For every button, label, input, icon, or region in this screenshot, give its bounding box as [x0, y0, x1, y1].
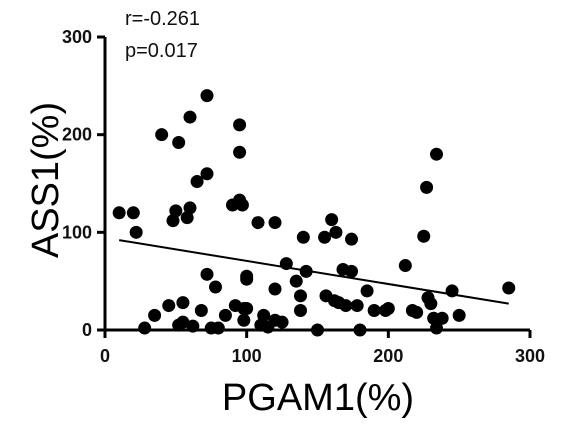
x-tick-label: 0 — [100, 346, 110, 366]
y-tick-label: 200 — [62, 125, 92, 145]
data-point — [257, 308, 271, 322]
data-point — [240, 302, 254, 316]
y-axis-title: ASS1(%) — [25, 102, 67, 258]
data-point — [289, 274, 303, 288]
data-point — [240, 269, 254, 283]
correlation-p-label: p=0.017 — [125, 40, 198, 62]
data-point — [183, 201, 197, 215]
data-point — [211, 321, 225, 335]
data-point — [183, 110, 197, 124]
data-point — [166, 214, 180, 228]
x-axis-title: PGAM1(%) — [222, 377, 414, 419]
data-point — [176, 296, 190, 310]
data-point — [162, 299, 176, 313]
data-point — [218, 308, 232, 322]
data-point — [129, 225, 143, 239]
y-ticks: 0 100 200 300 — [62, 27, 105, 340]
data-point — [251, 216, 265, 230]
data-point — [353, 323, 367, 337]
data-point — [169, 204, 183, 218]
data-point — [200, 167, 214, 181]
x-ticks: 0 100 200 300 — [100, 330, 545, 366]
x-tick-label: 200 — [373, 346, 403, 366]
data-point — [345, 264, 358, 278]
data-point — [237, 313, 251, 327]
data-point — [318, 230, 332, 244]
data-point — [420, 180, 434, 194]
data-point — [345, 232, 358, 246]
data-point — [209, 280, 222, 294]
data-point — [294, 289, 307, 303]
data-point — [430, 147, 443, 161]
trendline — [119, 239, 509, 305]
data-point — [424, 297, 438, 311]
data-point — [410, 305, 424, 319]
y-tick-label: 300 — [62, 27, 92, 47]
data-point — [235, 198, 249, 212]
data-point — [180, 211, 194, 225]
data-point — [502, 281, 516, 295]
data-point — [112, 206, 126, 220]
data-point — [430, 321, 443, 335]
data-point — [138, 321, 152, 335]
data-point — [325, 213, 339, 227]
data-point — [148, 308, 162, 322]
data-point — [311, 323, 324, 337]
data-point — [186, 319, 200, 333]
correlation-r-label: r=-0.261 — [125, 8, 200, 30]
data-point — [176, 315, 190, 329]
data-point — [268, 282, 282, 296]
data-point — [329, 225, 343, 239]
data-point — [200, 267, 214, 281]
data-point — [296, 230, 310, 244]
data-point — [275, 315, 289, 329]
y-tick-label: 100 — [62, 222, 92, 242]
data-point — [200, 89, 214, 103]
data-point — [452, 308, 466, 322]
data-point — [190, 175, 204, 189]
data-point — [339, 299, 353, 313]
data-point — [172, 135, 186, 149]
data-point — [233, 118, 247, 132]
y-tick-label: 0 — [82, 320, 92, 340]
x-tick-label: 100 — [232, 346, 262, 366]
data-point — [233, 145, 247, 159]
data-point — [194, 303, 208, 317]
axes — [103, 37, 530, 332]
data-point — [367, 303, 381, 317]
data-point — [360, 284, 374, 298]
x-tick-label: 300 — [515, 346, 545, 366]
data-point — [435, 311, 449, 325]
data-point — [268, 216, 282, 230]
data-point — [381, 302, 395, 316]
data-point — [155, 128, 169, 142]
data-point — [398, 259, 412, 273]
data-point — [417, 229, 431, 243]
data-point — [126, 206, 140, 220]
data-points — [112, 89, 516, 337]
data-point — [294, 303, 307, 317]
data-point — [350, 299, 364, 313]
